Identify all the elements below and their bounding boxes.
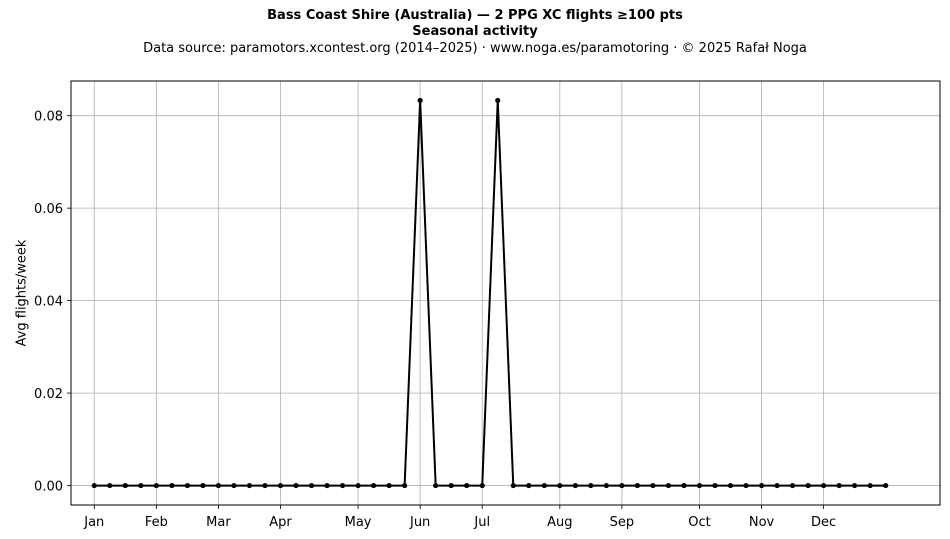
x-tick-label: Feb bbox=[145, 515, 168, 530]
data-point bbox=[355, 482, 361, 489]
x-tick-label: Dec bbox=[811, 515, 836, 530]
data-point bbox=[138, 482, 144, 489]
data-point bbox=[696, 482, 703, 489]
plot-frame bbox=[70, 80, 941, 506]
data-point bbox=[789, 482, 796, 489]
data-point bbox=[526, 482, 532, 489]
data-point bbox=[479, 482, 485, 489]
data-point bbox=[417, 97, 423, 104]
data-point bbox=[681, 482, 687, 489]
x-tick-label: Mar bbox=[206, 515, 231, 530]
data-point bbox=[277, 482, 284, 489]
x-tick-label: Jun bbox=[409, 515, 430, 530]
data-point bbox=[169, 482, 175, 489]
x-tick-label: Apr bbox=[269, 515, 292, 530]
data-point bbox=[774, 482, 780, 489]
data-point bbox=[634, 482, 641, 489]
data-point bbox=[557, 482, 563, 489]
data-point bbox=[122, 482, 128, 489]
data-point bbox=[153, 482, 159, 489]
y-tick-label: 0.08 bbox=[34, 110, 63, 125]
data-point bbox=[495, 97, 501, 104]
x-axis: Jan Feb Mar Apr May Jun Jul Aug Sep Oct Nov Dec bbox=[83, 505, 836, 530]
chart-subtitle: Data source: paramotors.xcontest.org (20… bbox=[143, 41, 807, 56]
x-tick-label: May bbox=[345, 515, 372, 530]
grid-lines bbox=[71, 81, 940, 505]
data-point bbox=[246, 482, 253, 489]
data-point bbox=[805, 482, 811, 489]
data-point bbox=[107, 482, 113, 489]
data-point bbox=[386, 482, 392, 489]
data-point bbox=[743, 482, 749, 489]
data-point bbox=[510, 482, 516, 489]
data-point bbox=[433, 482, 439, 489]
data-point bbox=[231, 482, 237, 489]
series-line bbox=[94, 99, 886, 487]
x-tick-label: Oct bbox=[688, 515, 710, 530]
x-tick-label: Jul bbox=[473, 515, 490, 530]
data-point bbox=[293, 482, 299, 489]
data-point bbox=[541, 482, 547, 489]
data-point bbox=[588, 482, 594, 489]
chart-title-2: Seasonal activity bbox=[412, 24, 538, 39]
data-point bbox=[758, 482, 765, 489]
x-tick-label: Jan bbox=[83, 515, 104, 530]
data-point bbox=[712, 482, 718, 489]
data-point bbox=[448, 482, 454, 489]
chart-title: Bass Coast Shire (Australia) — 2 PPG XC … bbox=[267, 8, 683, 23]
data-point bbox=[215, 482, 222, 489]
data-point bbox=[324, 482, 330, 489]
data-point bbox=[852, 482, 858, 489]
data-point bbox=[262, 482, 268, 489]
data-point bbox=[464, 482, 470, 489]
data-point bbox=[402, 482, 408, 489]
y-tick-label: 0.00 bbox=[34, 480, 63, 495]
y-tick-label: 0.06 bbox=[34, 202, 63, 217]
data-point bbox=[883, 482, 889, 489]
x-tick-label: Sep bbox=[610, 515, 635, 530]
data-point bbox=[836, 482, 842, 489]
data-point bbox=[867, 482, 873, 489]
data-point bbox=[184, 482, 190, 489]
data-point bbox=[619, 482, 625, 489]
data-point bbox=[727, 482, 734, 489]
x-tick-label: Aug bbox=[547, 515, 572, 530]
data-point bbox=[821, 482, 827, 489]
title-block: Bass Coast Shire (Australia) — 2 PPG XC … bbox=[0, 8, 950, 57]
data-point bbox=[91, 482, 97, 489]
data-point bbox=[370, 482, 377, 489]
y-tick-label: 0.02 bbox=[34, 387, 63, 402]
data-point bbox=[339, 482, 346, 489]
data-point bbox=[572, 482, 578, 489]
y-axis-label: Avg flights/week bbox=[15, 239, 30, 346]
data-point bbox=[665, 482, 672, 489]
data-point bbox=[650, 482, 656, 489]
data-point bbox=[308, 482, 315, 489]
data-point bbox=[200, 482, 206, 489]
series-layer bbox=[91, 97, 889, 489]
y-axis: 0.00 0.02 0.04 0.06 0.08 bbox=[34, 110, 71, 495]
y-tick-label: 0.04 bbox=[34, 295, 63, 310]
x-tick-label: Nov bbox=[749, 515, 775, 530]
data-point bbox=[603, 482, 609, 489]
